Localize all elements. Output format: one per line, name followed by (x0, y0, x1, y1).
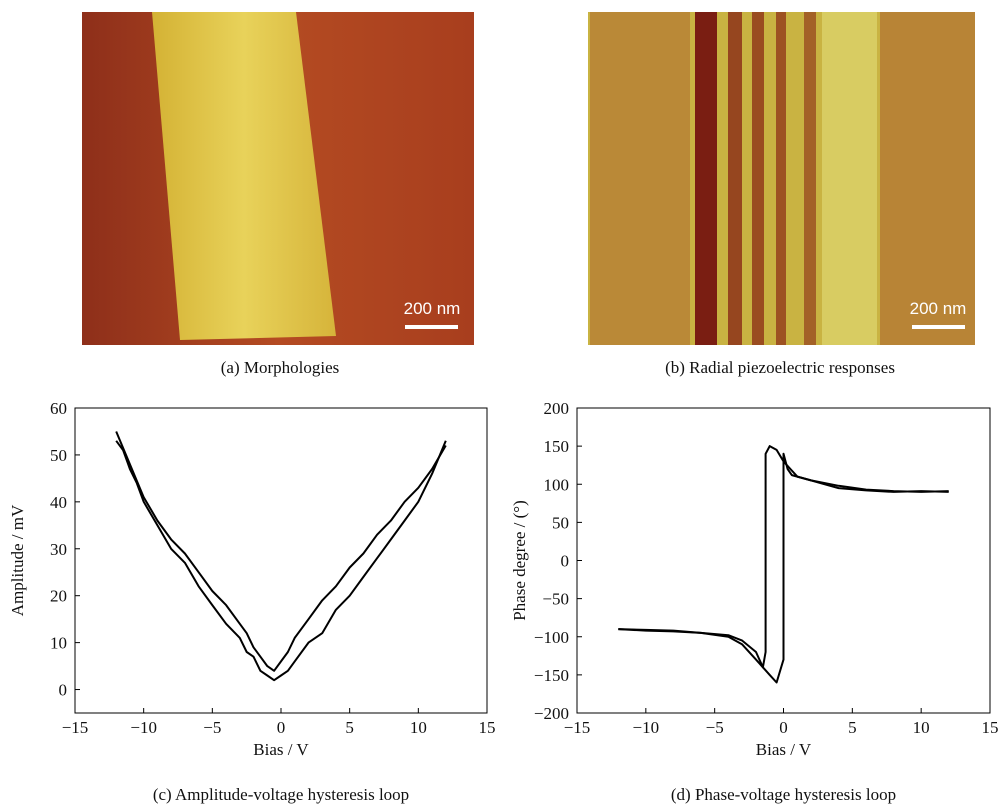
x-tick-label: 15 (982, 718, 999, 737)
x-axis-label: Bias / V (253, 740, 309, 759)
x-tick-label: 0 (779, 718, 788, 737)
x-tick-label: −15 (564, 718, 591, 737)
y-tick-label: 200 (544, 399, 570, 418)
y-tick-label: −200 (534, 704, 569, 723)
data-line (618, 452, 949, 684)
x-tick-label: 15 (479, 718, 496, 737)
y-tick-label: 50 (50, 446, 67, 465)
y-tick-label: 100 (544, 475, 570, 494)
x-axis-label: Bias / V (756, 740, 812, 759)
image-caption: (b) Radial piezoelectric responses (665, 358, 895, 377)
chart-caption: (d) Phase-voltage hysteresis loop (671, 785, 896, 804)
y-tick-label: 40 (50, 493, 67, 512)
x-tick-label: −10 (130, 718, 157, 737)
image-caption: (a) Morphologies (221, 358, 340, 377)
image-a: 200 nm (82, 12, 474, 345)
scale-bar-label: 200 nm (910, 299, 967, 318)
image-b: 200 nm (588, 12, 975, 345)
x-tick-label: 10 (913, 718, 930, 737)
y-tick-label: 0 (561, 552, 570, 571)
y-tick-label: 60 (50, 399, 67, 418)
x-tick-label: 5 (848, 718, 857, 737)
y-tick-label: −150 (534, 666, 569, 685)
plot-frame (74, 407, 488, 714)
x-tick-label: 5 (345, 718, 354, 737)
x-tick-label: −5 (706, 718, 724, 737)
x-tick-label: 0 (277, 718, 286, 737)
x-tick-label: −15 (62, 718, 89, 737)
y-tick-label: 50 (552, 513, 569, 532)
x-tick-label: 10 (410, 718, 427, 737)
x-tick-label: −5 (203, 718, 221, 737)
y-tick-label: 150 (544, 437, 570, 456)
y-tick-label: −50 (542, 590, 569, 609)
y-axis-label: Phase degree / (°) (510, 500, 529, 621)
chart-caption: (c) Amplitude-voltage hysteresis loop (153, 785, 409, 804)
y-tick-label: 0 (59, 681, 68, 700)
y-tick-label: 20 (50, 587, 67, 606)
y-axis-label: Amplitude / mV (8, 504, 27, 616)
data-line (115, 440, 447, 682)
y-tick-label: −100 (534, 628, 569, 647)
data-line (115, 431, 447, 672)
x-tick-label: −10 (633, 718, 660, 737)
y-tick-label: 30 (50, 540, 67, 559)
data-line (618, 445, 949, 669)
scale-bar-label: 200 nm (404, 299, 461, 318)
y-tick-label: 10 (50, 634, 67, 653)
